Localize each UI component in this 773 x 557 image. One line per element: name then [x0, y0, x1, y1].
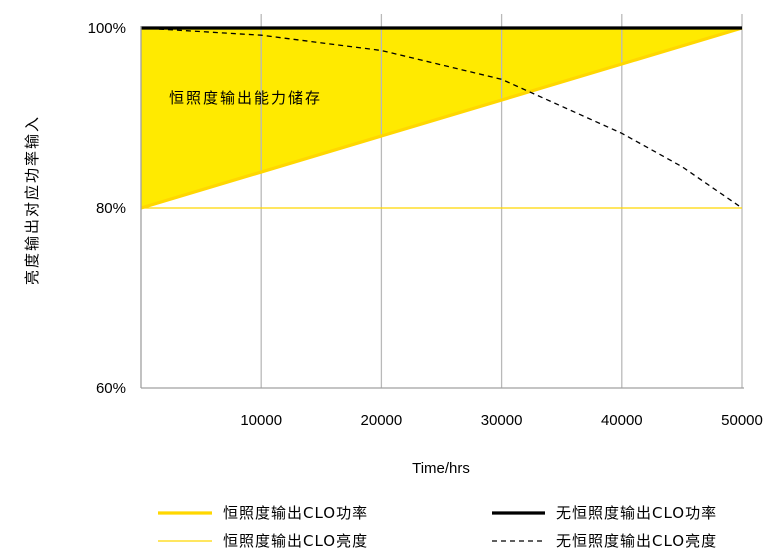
x-axis-title: Time/hrs — [412, 460, 470, 477]
axis-layer — [140, 26, 744, 389]
x-tick-label-30000: 30000 — [481, 412, 523, 429]
label-layer: 100% 80% 60% 10000 20000 30000 40000 50000 Time/… — [23, 20, 763, 477]
grid-layer — [260, 14, 743, 388]
annotation-0: 恒照度输出能力储存 — [169, 89, 322, 107]
legend-label-1: 恒照度输出CLO亮度 — [223, 532, 368, 550]
y-tick-label-60: 60% — [96, 380, 126, 397]
x-tick-label-40000: 40000 — [601, 412, 643, 429]
x-tick-label-10000: 10000 — [240, 412, 282, 429]
legend-label-2: 无恒照度输出CLO功率 — [556, 504, 717, 522]
y-tick-label-80: 80% — [96, 200, 126, 217]
y-tick-label-100: 100% — [88, 20, 126, 37]
x-tick-label-20000: 20000 — [361, 412, 403, 429]
x-tick-label-50000: 50000 — [721, 412, 763, 429]
series-line-3 — [140, 27, 743, 209]
y-axis-title: 亮度输出对应功率输入 — [23, 115, 41, 285]
series-line-0 — [140, 26, 743, 210]
series-layer — [140, 26, 743, 210]
legend-label-0: 恒照度输出CLO功率 — [223, 504, 368, 522]
legend-label-3: 无恒照度输出CLO亮度 — [556, 532, 717, 550]
